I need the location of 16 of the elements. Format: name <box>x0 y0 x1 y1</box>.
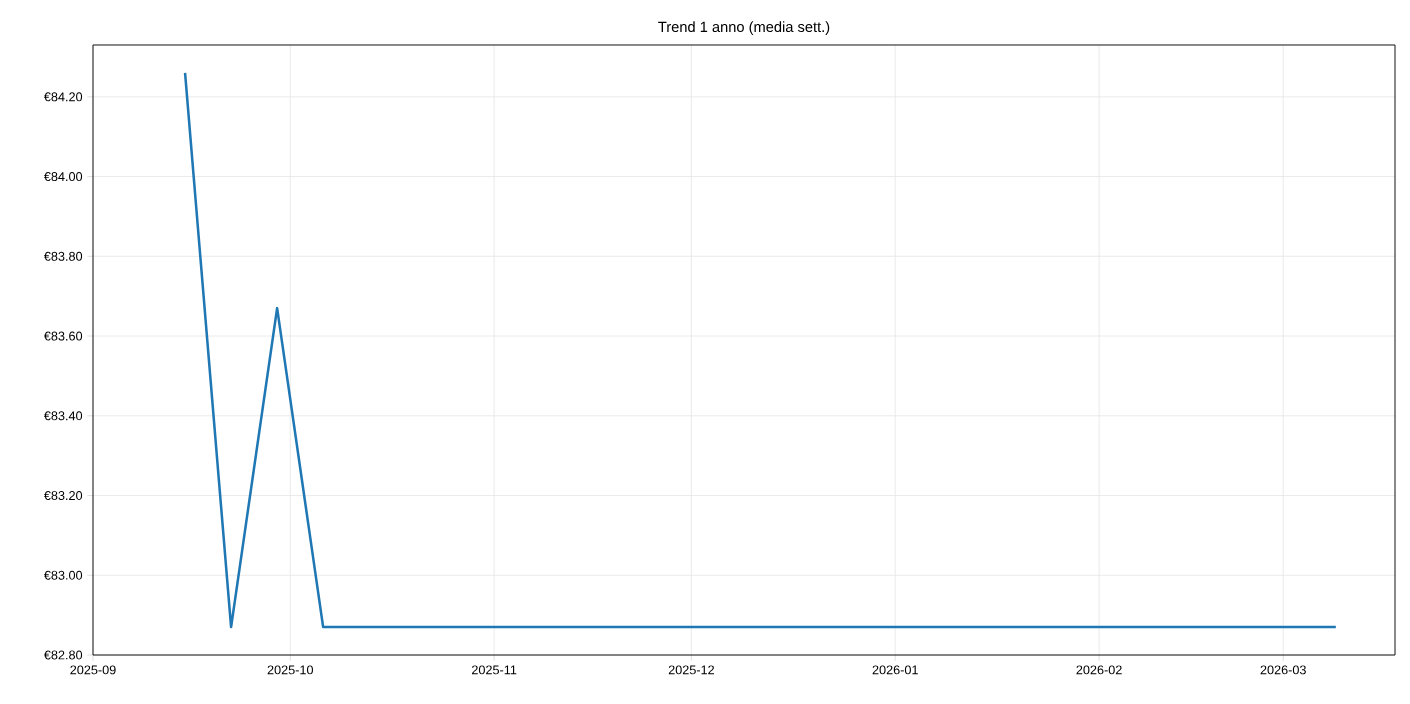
x-tick-label: 2026-02 <box>1076 665 1122 675</box>
x-tick-label: 2025-11 <box>471 665 517 675</box>
y-tick-label: €84.00 <box>43 172 83 182</box>
x-tick-label: 2025-10 <box>267 665 314 675</box>
chart-title: Trend 1 anno (media sett.) <box>658 21 830 35</box>
y-tick-label: €83.40 <box>43 411 83 421</box>
x-tick-label: 2025-09 <box>70 665 116 675</box>
y-tick-label: €83.00 <box>43 570 83 580</box>
x-tick-label: 2026-03 <box>1260 665 1306 675</box>
y-tick-label: €83.80 <box>43 251 83 261</box>
y-tick-label: €82.80 <box>43 650 83 660</box>
y-tick-label: €83.20 <box>43 491 83 501</box>
x-tick-label: 2026-01 <box>872 665 918 675</box>
y-tick-label: €83.60 <box>43 331 83 341</box>
x-tick-label: 2025-12 <box>668 665 715 675</box>
y-tick-label: €84.20 <box>43 92 83 102</box>
